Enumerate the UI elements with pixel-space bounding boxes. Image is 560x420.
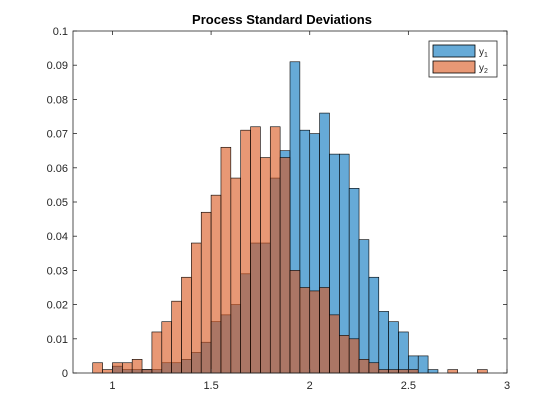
bar-y2-24 [329, 314, 340, 374]
bar-y2-16 [250, 126, 261, 374]
x-tick-label-1: 1.5 [203, 380, 218, 392]
bar-y2-13 [220, 146, 232, 374]
bar-y2-21 [299, 287, 311, 374]
bar-y2-32 [408, 369, 419, 374]
bar-y2-15 [240, 129, 251, 374]
bar-y1-29 [398, 331, 409, 374]
bar-y2-14 [230, 177, 241, 374]
legend-swatch-y2 [432, 60, 476, 74]
y-tick-label-10: 0.1 [53, 26, 68, 38]
bar-y2-23 [319, 287, 330, 374]
legend-label-y2-sub: 2 [484, 68, 488, 75]
bar-y2-39 [477, 369, 488, 374]
bars-layer [92, 61, 488, 374]
bar-y2-30 [388, 369, 399, 374]
bar-y2-2 [112, 362, 123, 374]
ticks-layer: 1 1.5 2 2.5 3 0 0.01 0.02 0.03 0.04 0.05 0.06 0.07 0.… [47, 26, 510, 392]
bar-y2-11 [200, 211, 212, 374]
bar-y1-27 [378, 311, 389, 374]
legend-label-y2: y2 [479, 63, 488, 75]
plot-frame [72, 30, 508, 374]
y-tick-label-5: 0.05 [47, 197, 68, 209]
bar-y2-36 [447, 369, 458, 374]
y-tick-label-0: 0 [62, 368, 68, 380]
bar-y2-26 [348, 338, 360, 374]
chart-title: Process Standard Deviations [192, 12, 372, 27]
legend-label-y1-sub: 1 [484, 52, 488, 59]
legend: y1 y2 [428, 40, 498, 78]
bar-y2-31 [398, 369, 409, 374]
bar-y1-26 [368, 276, 380, 374]
bar-y1-32 [427, 369, 439, 374]
bar-y2-6 [151, 331, 163, 374]
bar-y2-3 [122, 362, 133, 374]
y-tick-label-1: 0.01 [47, 334, 68, 346]
bar-y2-19 [279, 157, 291, 374]
bar-y2-9 [181, 276, 192, 374]
bar-y2-12 [210, 194, 222, 374]
bar-y2-25 [339, 335, 350, 374]
bar-y1-25 [358, 239, 370, 374]
bar-y2-18 [269, 126, 281, 374]
bar-y2-28 [368, 362, 380, 374]
legend-label-y1-base: y [479, 47, 484, 58]
bar-y2-0 [92, 362, 103, 374]
bar-y2-20 [289, 270, 301, 374]
bar-y2-29 [378, 369, 389, 374]
y-tick-label-7: 0.07 [47, 129, 68, 141]
y-tick-label-4: 0.04 [47, 231, 68, 243]
legend-swatch-y1 [432, 44, 476, 58]
x-tick-label-0: 1 [109, 380, 115, 392]
bar-y2-8 [171, 300, 182, 374]
bar-y2-17 [260, 157, 271, 374]
bar-y2-1 [102, 369, 113, 374]
y-tick-label-2: 0.02 [47, 300, 68, 312]
y-tick-label-9: 0.09 [47, 60, 68, 72]
legend-label-y1: y1 [479, 47, 488, 59]
bar-y2-4 [131, 359, 143, 374]
bar-y2-5 [141, 369, 153, 374]
legend-label-y2-base: y [479, 63, 484, 74]
y-tick-label-8: 0.08 [47, 94, 68, 106]
x-tick-label-3: 2.5 [401, 380, 416, 392]
bar-y2-10 [191, 242, 202, 374]
x-tick-label-4: 3 [504, 380, 510, 392]
bar-y2-22 [309, 290, 320, 374]
bar-y1-31 [417, 355, 429, 374]
y-tick-label-6: 0.06 [47, 163, 68, 175]
x-tick-label-2: 2 [307, 380, 313, 392]
bar-y2-27 [358, 359, 370, 374]
bar-y1-28 [388, 321, 399, 374]
bar-y2-7 [161, 321, 172, 374]
y-tick-label-3: 0.03 [47, 265, 68, 277]
